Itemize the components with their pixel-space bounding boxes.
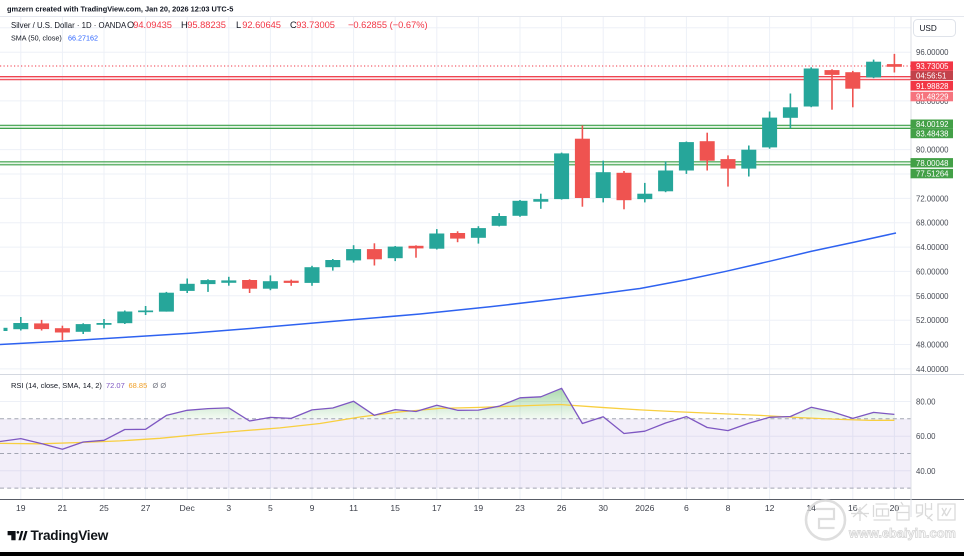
svg-text:11: 11 <box>349 503 358 513</box>
svg-text:Dec: Dec <box>180 503 196 513</box>
svg-text:gmzern created with TradingVie: gmzern created with TradingView.com, Jan… <box>7 5 233 14</box>
svg-text:19: 19 <box>16 503 26 513</box>
svg-text:88.00000: 88.00000 <box>916 97 949 106</box>
svg-text:8: 8 <box>726 503 731 513</box>
svg-text:26: 26 <box>557 503 567 513</box>
svg-text:96.00000: 96.00000 <box>916 48 949 57</box>
svg-text:16: 16 <box>848 503 858 513</box>
svg-text:19: 19 <box>474 503 484 513</box>
svg-text:23: 23 <box>515 503 525 513</box>
svg-text:93.73005: 93.73005 <box>916 62 949 71</box>
svg-text:www.ebaiyin.com: www.ebaiyin.com <box>848 526 956 541</box>
svg-text:68.85: 68.85 <box>129 381 148 390</box>
svg-text:2026: 2026 <box>635 503 654 513</box>
svg-text:RSI (14, close, SMA, 14, 2): RSI (14, close, SMA, 14, 2) <box>11 381 102 390</box>
svg-text:30: 30 <box>598 503 608 513</box>
svg-text:68.00000: 68.00000 <box>916 219 949 228</box>
svg-text:21: 21 <box>58 503 68 513</box>
svg-text:C: C <box>290 20 297 30</box>
svg-text:17: 17 <box>432 503 442 513</box>
svg-text:USD: USD <box>920 24 937 33</box>
svg-text:72.07: 72.07 <box>106 381 125 390</box>
svg-text:84.00192: 84.00192 <box>916 120 949 129</box>
svg-text:83.48438: 83.48438 <box>916 130 949 139</box>
svg-text:O: O <box>127 20 134 30</box>
svg-text:48.00000: 48.00000 <box>916 341 949 350</box>
svg-text:H: H <box>181 20 188 30</box>
svg-text:−0.62855 (−0.67%): −0.62855 (−0.67%) <box>348 20 428 30</box>
svg-text:TradingView: TradingView <box>31 528 109 543</box>
svg-text:04:56:51: 04:56:51 <box>916 72 946 81</box>
svg-text:94.09435: 94.09435 <box>133 20 172 30</box>
svg-text:60.00000: 60.00000 <box>916 267 949 276</box>
svg-text:56.00000: 56.00000 <box>916 292 949 301</box>
svg-text:95.88235: 95.88235 <box>187 20 226 30</box>
svg-text:Silver / U.S. Dollar · 1D · OA: Silver / U.S. Dollar · 1D · OANDA <box>11 21 127 30</box>
svg-text:9: 9 <box>310 503 315 513</box>
svg-text:80.00: 80.00 <box>916 398 936 407</box>
svg-text:92.60645: 92.60645 <box>242 20 281 30</box>
svg-text:Ø Ø: Ø Ø <box>153 381 167 390</box>
svg-text:91.98828: 91.98828 <box>916 82 949 91</box>
svg-text:60.00: 60.00 <box>916 432 936 441</box>
svg-text:5: 5 <box>268 503 273 513</box>
svg-text:25: 25 <box>99 503 109 513</box>
svg-text:6: 6 <box>684 503 689 513</box>
svg-text:15: 15 <box>390 503 400 513</box>
svg-text:12: 12 <box>765 503 775 513</box>
svg-text:80.00000: 80.00000 <box>916 146 949 155</box>
svg-text:SMA (50, close): SMA (50, close) <box>11 34 62 43</box>
svg-text:72.00000: 72.00000 <box>916 194 949 203</box>
svg-text:66.27162: 66.27162 <box>68 34 98 43</box>
svg-text:20: 20 <box>890 503 900 513</box>
svg-text:44.00000: 44.00000 <box>916 365 949 374</box>
svg-text:40.00: 40.00 <box>916 467 936 476</box>
svg-text:L: L <box>236 20 241 30</box>
svg-text:27: 27 <box>141 503 151 513</box>
svg-text:77.51264: 77.51264 <box>916 170 949 179</box>
svg-text:3: 3 <box>226 503 231 513</box>
svg-text:78.00048: 78.00048 <box>916 159 949 168</box>
svg-text:52.00000: 52.00000 <box>916 316 949 325</box>
svg-text:93.73005: 93.73005 <box>296 20 335 30</box>
svg-text:91.48229: 91.48229 <box>916 93 949 102</box>
svg-text:64.00000: 64.00000 <box>916 243 949 252</box>
